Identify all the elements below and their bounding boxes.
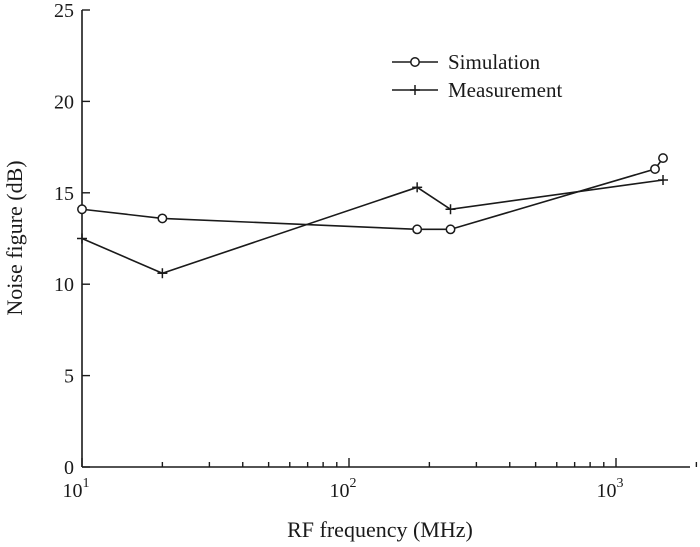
- simulation-point: [77, 204, 87, 215]
- legend-simulation-marker: [410, 57, 420, 67]
- simulation-point: [445, 224, 456, 235]
- x-ticks: 101 102 103: [63, 458, 698, 502]
- legend-measurement-marker: [410, 85, 420, 95]
- legend-simulation-label: Simulation: [448, 50, 541, 74]
- series-layer: [77, 153, 669, 279]
- y-tick-label: 10: [54, 274, 74, 296]
- simulation-line: [81, 157, 664, 231]
- measurement-point: [77, 233, 87, 244]
- measurement-line: [81, 179, 664, 275]
- measurement-point: [157, 268, 168, 279]
- measurement-point: [658, 175, 669, 186]
- measurement-point: [412, 182, 423, 193]
- simulation-point: [658, 153, 668, 164]
- y-tick-label: 0: [64, 457, 74, 479]
- simulation-point: [650, 164, 660, 174]
- y-tick-label: 25: [54, 0, 74, 22]
- x-tick-label: 102: [330, 476, 357, 502]
- x-tick-label: 101: [63, 476, 90, 502]
- simulation-point: [157, 213, 168, 224]
- y-axis-label: Noise figure (dB): [2, 160, 27, 315]
- legend-measurement-label: Measurement: [448, 78, 562, 102]
- measurement-point: [445, 204, 456, 215]
- y-tick-label: 20: [54, 91, 74, 113]
- y-ticks: 0 5 10 15 20 25: [54, 0, 90, 479]
- x-axis-label: RF frequency (MHz): [287, 517, 473, 542]
- plot-frame: [81, 10, 690, 468]
- simulation-point: [412, 224, 423, 235]
- y-tick-label: 5: [64, 366, 74, 388]
- legend: Simulation Measurement: [392, 50, 562, 102]
- x-tick-label: 103: [597, 476, 624, 502]
- y-tick-label: 15: [54, 183, 74, 205]
